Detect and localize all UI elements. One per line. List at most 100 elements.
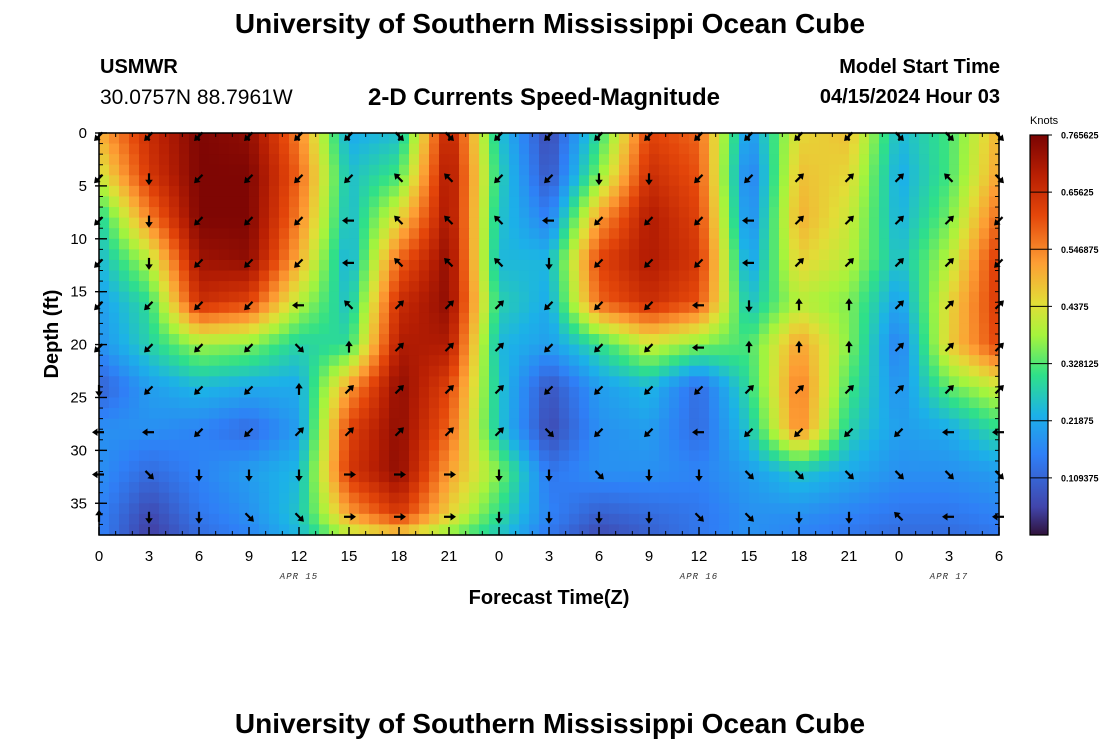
heat-cell <box>579 196 590 208</box>
heat-cell <box>419 312 430 325</box>
heat-cell <box>599 418 610 430</box>
heat-cell <box>709 344 720 356</box>
heat-cell <box>609 450 620 462</box>
heat-cell <box>609 482 620 494</box>
heat-cell <box>429 397 440 409</box>
heat-cell <box>259 238 270 250</box>
heat-cell <box>979 238 990 250</box>
heat-cell <box>699 270 710 282</box>
heat-cell <box>199 503 210 515</box>
heat-cell <box>679 418 690 430</box>
heat-cell <box>989 185 1000 198</box>
heat-cell <box>829 175 840 187</box>
heat-cell <box>169 439 180 451</box>
heat-cell <box>379 524 390 536</box>
heat-cell <box>329 238 340 250</box>
heat-cell <box>809 164 820 176</box>
heat-cell <box>729 365 740 377</box>
heat-cell <box>489 450 500 462</box>
heat-cell <box>789 270 800 282</box>
heat-cell <box>829 355 840 367</box>
heat-cell <box>859 228 870 240</box>
heat-cell <box>369 482 380 494</box>
heat-cell <box>309 207 320 219</box>
heat-cell <box>769 238 780 250</box>
heat-cell <box>539 228 550 240</box>
heat-cell <box>529 450 540 462</box>
heat-cell <box>419 482 430 494</box>
heat-cell <box>449 386 460 399</box>
heat-cell <box>859 429 870 441</box>
heat-cell <box>879 460 890 473</box>
heat-cell <box>239 482 250 494</box>
heat-cell <box>359 482 370 494</box>
heat-cell <box>649 418 660 430</box>
heat-cell <box>229 164 240 176</box>
heat-cell <box>299 185 310 198</box>
heat-cell <box>219 238 230 250</box>
heat-cell <box>839 429 850 441</box>
heat-cell <box>359 185 370 198</box>
heat-cell <box>779 302 790 314</box>
heat-cell <box>199 439 210 451</box>
heat-cell <box>539 217 550 229</box>
heat-cell <box>889 143 900 155</box>
heat-cell <box>729 397 740 409</box>
current-vector-arrow <box>544 343 554 353</box>
heat-cell <box>939 450 950 462</box>
heat-cell <box>429 228 440 240</box>
heat-cell <box>639 386 650 399</box>
heat-cell <box>209 513 220 526</box>
heat-cell <box>749 450 760 462</box>
heat-cell <box>779 503 790 515</box>
heat-cell <box>259 217 270 229</box>
heat-cell <box>699 524 710 536</box>
heat-cell <box>879 492 890 504</box>
heat-cell <box>979 334 990 346</box>
heat-cell <box>929 217 940 229</box>
current-vector-arrow <box>444 342 454 352</box>
heat-cell <box>769 334 780 346</box>
heat-cell <box>919 312 930 325</box>
heat-cell <box>839 334 850 346</box>
heat-cell <box>929 355 940 367</box>
heat-cell <box>539 270 550 282</box>
heat-cell <box>199 207 210 219</box>
heat-cell <box>179 513 190 526</box>
heat-cell <box>619 196 630 208</box>
heat-cell <box>949 344 960 356</box>
heat-cell <box>309 312 320 325</box>
heat-cell <box>669 355 680 367</box>
current-vector-arrow <box>694 173 704 184</box>
heat-cell <box>799 291 810 303</box>
heat-cell <box>699 503 710 515</box>
heat-cell <box>499 259 510 272</box>
heat-cell <box>99 143 110 155</box>
heat-cell <box>989 492 1000 504</box>
heat-cell <box>109 344 120 356</box>
heat-cell <box>329 386 340 399</box>
heat-cell <box>899 482 910 494</box>
current-vector-arrow <box>194 343 204 353</box>
heat-cell <box>389 217 400 229</box>
heat-cell <box>439 503 450 515</box>
heat-cell <box>799 270 810 282</box>
heat-cell <box>549 217 560 229</box>
heat-cell <box>879 143 890 155</box>
heat-cell <box>819 460 830 473</box>
heat-cell <box>159 386 170 399</box>
heat-cell <box>369 270 380 282</box>
heat-cell <box>689 450 700 462</box>
heat-cell <box>839 302 850 314</box>
heat-cell <box>969 344 980 356</box>
heat-cell <box>279 418 290 430</box>
current-vector-arrow <box>494 384 504 395</box>
heat-cell <box>839 249 850 261</box>
current-vector-arrow <box>794 427 804 438</box>
heat-cell <box>109 238 120 250</box>
heat-cell <box>969 291 980 303</box>
heat-cell <box>969 133 980 145</box>
heat-cell <box>569 386 580 399</box>
heat-cell <box>599 185 610 198</box>
heat-cell <box>169 281 180 293</box>
